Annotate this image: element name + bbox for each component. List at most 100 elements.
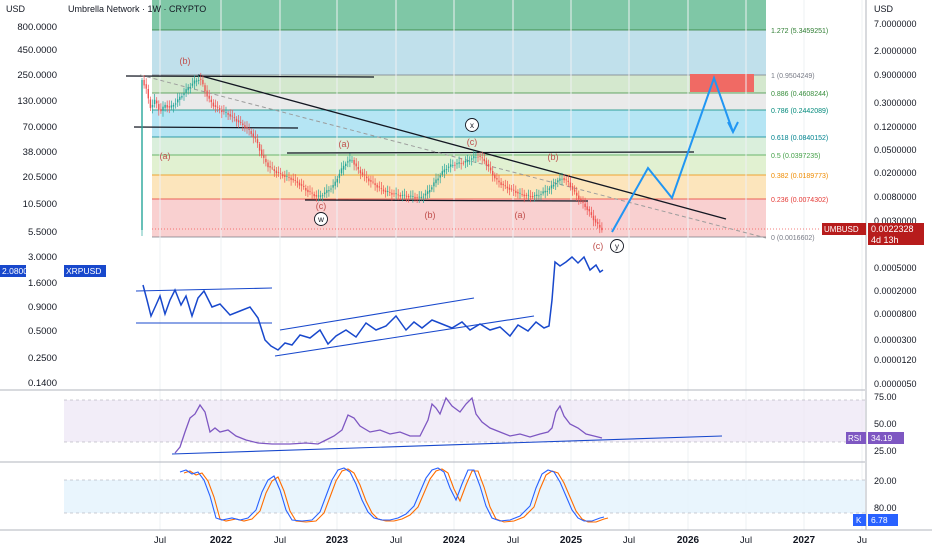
time-axis-label: Jul bbox=[740, 535, 752, 546]
candle-body bbox=[420, 196, 422, 198]
candle-body bbox=[233, 117, 236, 119]
time-axis-label: Jul bbox=[154, 535, 166, 546]
candle-body bbox=[254, 136, 257, 139]
time-axis-label: 2027 bbox=[793, 535, 816, 546]
candle-body bbox=[466, 160, 469, 163]
bar-countdown-text: 4d 13h bbox=[871, 235, 899, 245]
candle-body bbox=[555, 183, 557, 185]
rsi-axis-tick: 25.00 bbox=[874, 446, 897, 456]
candle-body bbox=[443, 169, 446, 173]
candle-body bbox=[300, 184, 303, 186]
candle-body bbox=[338, 173, 341, 178]
candle-body bbox=[435, 179, 437, 184]
descending-trendline bbox=[197, 74, 727, 220]
candle-body bbox=[439, 175, 441, 178]
candle-body bbox=[250, 131, 252, 135]
candle-body bbox=[366, 176, 368, 179]
candle-body bbox=[334, 181, 336, 186]
candle-body bbox=[475, 156, 477, 158]
fib-band bbox=[152, 110, 766, 137]
candle-body bbox=[588, 209, 590, 212]
candle-body bbox=[578, 195, 580, 200]
candle-body bbox=[319, 195, 322, 197]
left-axis-tick: 10.5000 bbox=[23, 199, 57, 210]
candle-body bbox=[374, 183, 376, 186]
candle-body bbox=[200, 78, 202, 80]
stoch-d-line bbox=[183, 468, 609, 523]
xrp-value-text: 2.0800 bbox=[2, 266, 28, 276]
right-axis-tick: 0.0000300 bbox=[874, 335, 917, 345]
candle-body bbox=[431, 187, 433, 190]
right-axis-tick: 0.3000000 bbox=[874, 98, 917, 108]
candle-body bbox=[263, 155, 265, 158]
candle-body bbox=[164, 104, 166, 108]
right-axis-tick: 0.0030000 bbox=[874, 216, 917, 226]
candle-body bbox=[573, 189, 576, 192]
candle-body bbox=[450, 164, 452, 167]
wave-label-circle bbox=[314, 212, 328, 226]
candle-body bbox=[380, 187, 383, 189]
candle-body bbox=[214, 105, 217, 108]
candle-body bbox=[498, 180, 500, 183]
candle-body bbox=[269, 166, 271, 168]
candle-body bbox=[168, 106, 170, 108]
xrp-channel-line bbox=[279, 297, 475, 331]
last-price-tag bbox=[868, 223, 924, 245]
target-box bbox=[690, 74, 754, 92]
fib-level-label: 0.5 (0.0397235) bbox=[771, 153, 820, 160]
left-axis-tick: 450.0000 bbox=[17, 45, 57, 56]
right-axis-tick: 0.0500000 bbox=[874, 145, 917, 155]
horizontal-line bbox=[133, 126, 299, 129]
candle-body bbox=[227, 113, 229, 115]
candle-body bbox=[279, 173, 282, 175]
candle-body bbox=[424, 193, 427, 196]
candle-body bbox=[193, 80, 196, 84]
rsi-axis-tick: 75.00 bbox=[874, 392, 897, 402]
candle-body bbox=[458, 162, 460, 164]
wave-label: (b) bbox=[180, 56, 191, 66]
fib-band bbox=[152, 199, 766, 237]
left-axis-tick: 130.0000 bbox=[17, 96, 57, 107]
left-axis-tick: 70.0000 bbox=[23, 122, 57, 133]
candle-body bbox=[216, 106, 219, 108]
candle-body bbox=[479, 156, 481, 157]
candle-body bbox=[160, 109, 162, 112]
left-axis-tick: 0.2500 bbox=[28, 353, 57, 364]
candle-body bbox=[332, 184, 334, 188]
candle-body bbox=[149, 99, 152, 108]
candle-body bbox=[195, 80, 198, 82]
candle-body bbox=[372, 181, 374, 183]
candle-body bbox=[393, 193, 395, 195]
right-axis-tick: 0.0005000 bbox=[874, 263, 917, 273]
candle-body bbox=[258, 144, 261, 151]
candle-body bbox=[508, 187, 511, 190]
fib-level-label: 1.272 (5.3459251) bbox=[771, 28, 828, 35]
candle-body bbox=[290, 177, 292, 180]
fib-level-label: 0 (0.0016602) bbox=[771, 235, 815, 242]
candle-body bbox=[441, 171, 443, 175]
candle-body bbox=[584, 203, 586, 208]
fib-level-label: 1 (0.9504249) bbox=[771, 73, 815, 80]
candle-body bbox=[204, 85, 206, 92]
candle-body bbox=[391, 192, 393, 195]
candle-body bbox=[183, 93, 185, 96]
candle-body bbox=[433, 182, 435, 187]
candle-body bbox=[235, 118, 238, 122]
candle-body bbox=[313, 194, 315, 197]
candle-body bbox=[340, 168, 343, 174]
candle-body bbox=[359, 170, 362, 174]
candle-body bbox=[237, 120, 240, 123]
candle-body bbox=[277, 172, 280, 173]
candle-body bbox=[481, 157, 483, 159]
right-axis-tick: 0.0080000 bbox=[874, 192, 917, 202]
xrp-price-line bbox=[142, 255, 604, 351]
wave-label: (b) bbox=[548, 152, 559, 162]
right-axis-tick: 0.0000120 bbox=[874, 355, 917, 365]
xrp-name-tag bbox=[64, 265, 106, 277]
candle-body bbox=[483, 158, 485, 162]
candle-body bbox=[349, 159, 351, 162]
candle-body bbox=[187, 87, 189, 91]
candle-body bbox=[487, 164, 490, 167]
